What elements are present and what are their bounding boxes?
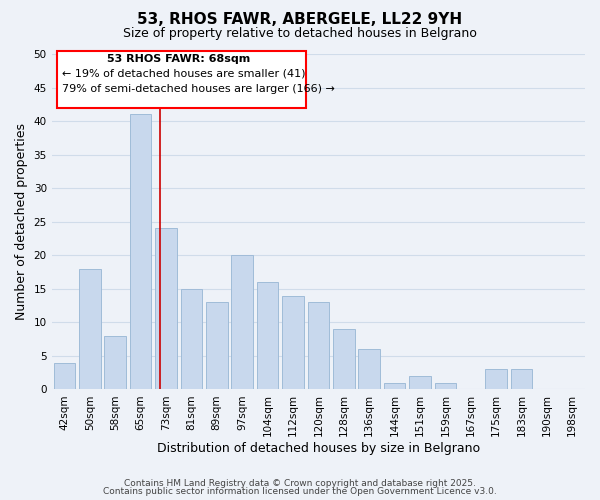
Text: 79% of semi-detached houses are larger (166) →: 79% of semi-detached houses are larger (… (62, 84, 335, 94)
X-axis label: Distribution of detached houses by size in Belgrano: Distribution of detached houses by size … (157, 442, 480, 455)
Bar (409, 376, 431, 390)
Bar (434, 382, 456, 390)
Bar (282, 296, 304, 390)
Bar (308, 302, 329, 390)
Bar (104, 336, 126, 390)
Text: 53 RHOS FAWR: 68sqm: 53 RHOS FAWR: 68sqm (107, 54, 250, 64)
Bar (485, 370, 507, 390)
Y-axis label: Number of detached properties: Number of detached properties (15, 123, 28, 320)
Text: Contains public sector information licensed under the Open Government Licence v3: Contains public sector information licen… (103, 487, 497, 496)
Text: 53, RHOS FAWR, ABERGELE, LL22 9YH: 53, RHOS FAWR, ABERGELE, LL22 9YH (137, 12, 463, 28)
Bar (181, 289, 202, 390)
Bar (257, 282, 278, 390)
Bar (511, 370, 532, 390)
Bar (155, 228, 177, 390)
Text: ← 19% of detached houses are smaller (41): ← 19% of detached houses are smaller (41… (62, 69, 305, 79)
Bar (53, 362, 75, 390)
Text: Contains HM Land Registry data © Crown copyright and database right 2025.: Contains HM Land Registry data © Crown c… (124, 478, 476, 488)
Bar (384, 382, 406, 390)
Bar (232, 256, 253, 390)
Bar (79, 268, 101, 390)
Bar (206, 302, 227, 390)
Bar (333, 329, 355, 390)
Bar (358, 349, 380, 390)
Text: Size of property relative to detached houses in Belgrano: Size of property relative to detached ho… (123, 28, 477, 40)
Polygon shape (57, 50, 305, 108)
Bar (130, 114, 151, 390)
